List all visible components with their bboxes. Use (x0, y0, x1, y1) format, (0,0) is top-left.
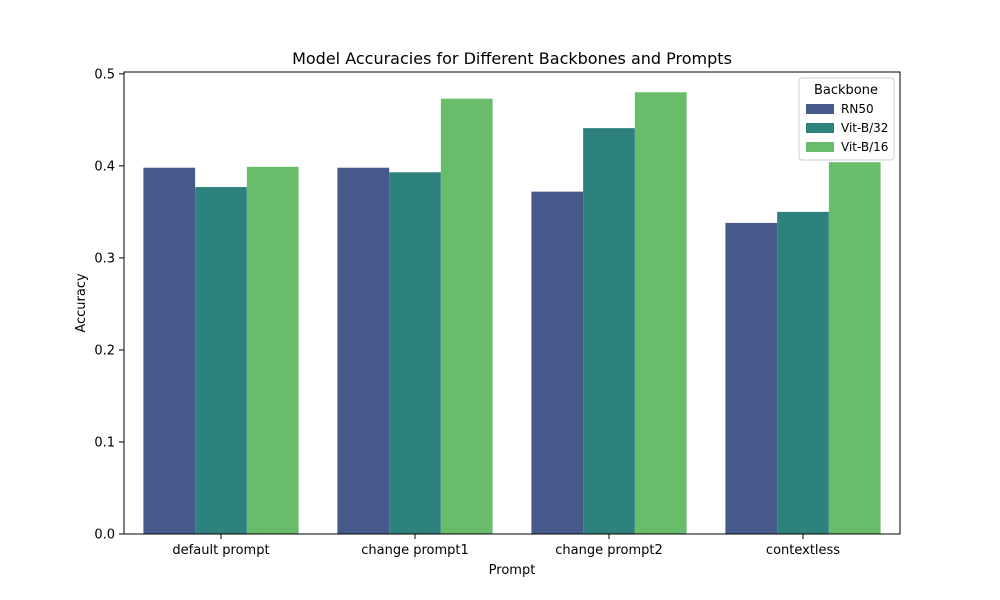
legend-box (798, 77, 895, 161)
x-axis-ticks: default prompt change prompt1 change promp… (172, 534, 840, 558)
bar-rn50-0 (143, 167, 196, 534)
bar-vit-b-16-2 (634, 92, 687, 534)
legend-swatch (806, 104, 834, 114)
x-tick-label: change prompt1 (361, 543, 469, 558)
y-tick-label: 0.2 (94, 343, 115, 358)
y-tick-label: 0.1 (94, 435, 115, 450)
bar-rn50-3 (725, 222, 778, 534)
x-tick-label: default prompt (172, 543, 269, 558)
legend-label: RN50 (841, 102, 874, 116)
bar-vit-b-32-0 (195, 187, 247, 535)
y-tick-label: 0.0 (94, 528, 115, 543)
legend-title: Backbone (814, 83, 878, 98)
bar-vit-b-32-1 (389, 172, 441, 534)
y-tick-label: 0.4 (94, 159, 115, 174)
legend-label: Vit-B/32 (841, 121, 888, 135)
legend-label: Vit-B/16 (841, 140, 888, 154)
y-axis-ticks: 0.0 0.1 0.2 0.3 0.4 0.5 (94, 67, 124, 543)
bar-vit-b-32-3 (777, 211, 829, 534)
x-tick-label: contextless (766, 543, 840, 558)
x-tick-label: change prompt2 (555, 543, 663, 558)
bar-vit-b-16-3 (828, 162, 881, 534)
bar-rn50-1 (337, 167, 390, 534)
x-axis-label: Prompt (489, 563, 536, 578)
bar-vit-b-32-2 (583, 128, 635, 534)
legend: Backbone RN50 Vit-B/32 Vit-B/16 (798, 77, 895, 161)
bar-vit-b-16-0 (246, 166, 299, 535)
bar-rn50-2 (531, 191, 584, 534)
chart-title: Model Accuracies for Different Backbones… (292, 49, 732, 68)
bar-vit-b-16-1 (440, 98, 493, 534)
y-tick-label: 0.3 (94, 251, 115, 266)
legend-swatch (806, 142, 834, 152)
legend-swatch (806, 123, 834, 133)
bars-layer (143, 92, 881, 535)
y-axis-label: Accuracy (74, 273, 89, 333)
y-tick-label: 0.5 (94, 67, 115, 82)
plot-frame (123, 71, 901, 535)
